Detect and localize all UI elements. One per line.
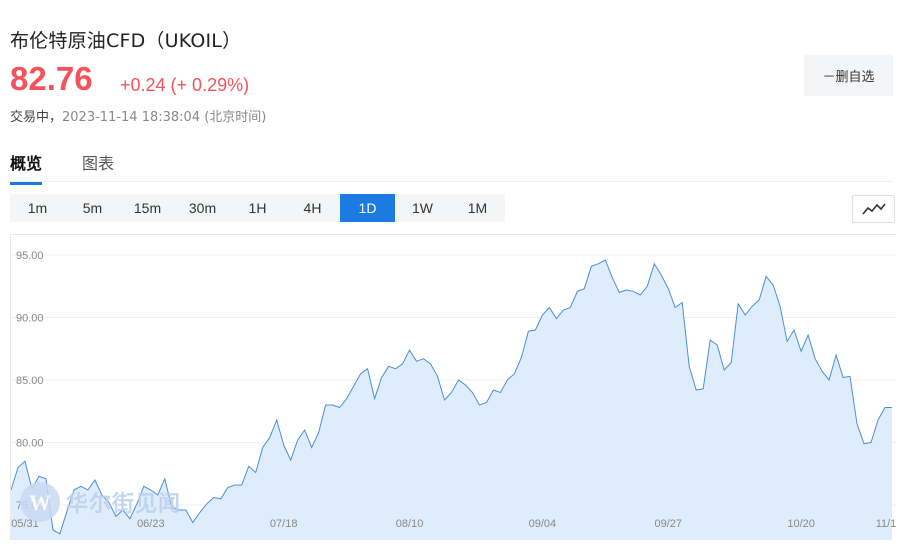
x-tick-label: 08/10 [396, 518, 424, 530]
period-5m[interactable]: 5m [82, 200, 103, 216]
period-1mo[interactable]: 1M [467, 200, 488, 216]
y-tick-label: 90.00 [16, 313, 44, 325]
period-1h[interactable]: 1H [248, 200, 267, 216]
x-tick-label: 10/20 [787, 518, 815, 530]
x-tick-label: 05/31 [11, 518, 39, 530]
x-tick-label: 09/04 [529, 518, 557, 530]
period-selector: 1m 5m 15m 30m 1H 4H 1D 1W 1M [10, 194, 505, 222]
tab-chart[interactable]: 图表 [82, 154, 115, 173]
price-change: +0.24 (+ 0.29%) [120, 75, 250, 95]
trading-status: 交易中，2023-11-14 18:38:04 (北京时间) [10, 106, 266, 125]
period-15m[interactable]: 15m [133, 200, 162, 216]
x-tick-label: 09/27 [654, 518, 682, 530]
watermark: W 华尔街见闻 [20, 482, 181, 522]
last-price: 82.76 [10, 60, 93, 97]
price-line [11, 259, 892, 535]
tab-bar: 概览 图表 [10, 148, 893, 185]
remove-watchlist-button[interactable]: －删自选 [804, 55, 893, 96]
instrument-title: 布伦特原油CFD（UKOIL） [10, 30, 242, 52]
wallstreetcn-logo: W [20, 482, 60, 522]
price-area [11, 260, 892, 540]
chart-type-button[interactable] [852, 195, 895, 223]
x-tick-label: 07/18 [270, 518, 298, 530]
period-1m[interactable]: 1m [27, 200, 48, 216]
period-30m[interactable]: 30m [188, 200, 217, 216]
period-4h[interactable]: 4H [303, 200, 322, 216]
line-chart-icon [861, 203, 886, 215]
timestamp: 2023-11-14 18:38:04 (北京时间) [62, 110, 267, 125]
tab-overview[interactable]: 概览 [10, 150, 43, 185]
y-tick-label: 80.00 [16, 438, 44, 450]
y-tick-label: 85.00 [16, 375, 44, 387]
period-1w[interactable]: 1W [412, 200, 433, 216]
watermark-text: 华尔街见闻 [66, 491, 182, 517]
y-tick-label: 95.00 [16, 250, 44, 262]
status-label: 交易中， [10, 110, 63, 125]
svg-text:W: W [29, 490, 51, 515]
x-tick-label: 11/1 [876, 518, 896, 530]
period-1d[interactable]: 1D [340, 194, 395, 222]
x-tick-label: 06/23 [137, 518, 165, 530]
